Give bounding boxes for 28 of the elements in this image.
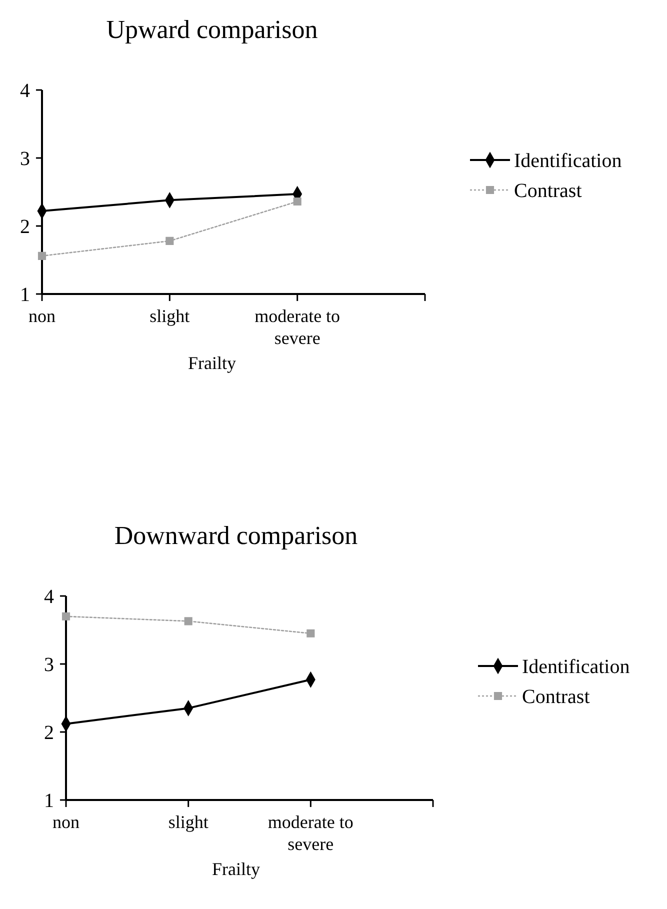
point (293, 197, 302, 206)
y-tick-label: 1 (20, 284, 30, 306)
x-axis-title: Frailty (188, 353, 236, 373)
y-tick-label: 2 (44, 722, 54, 744)
legend-label: Identification (522, 656, 630, 678)
x-tick-label: non (28, 306, 56, 326)
y-tick-label: 4 (44, 586, 54, 608)
y-tick-label: 3 (44, 654, 54, 676)
legend-label: Contrast (514, 180, 582, 202)
x-tick-label: moderate to severe (254, 306, 340, 348)
y-tick-label: 3 (20, 148, 30, 170)
point (38, 252, 46, 260)
y-tick-label: 2 (20, 216, 30, 238)
x-tick-label: moderate to severe (268, 812, 354, 854)
chart-title: Upward comparison (106, 15, 318, 44)
point (306, 629, 315, 638)
y-tick-label: 1 (44, 790, 54, 812)
point (184, 617, 192, 626)
x-tick-label: slight (168, 812, 208, 832)
point (166, 236, 174, 245)
legend-label: Contrast (522, 686, 590, 708)
x-axis-title: Frailty (212, 859, 260, 879)
point (62, 612, 70, 620)
chart-title: Downward comparison (114, 521, 358, 550)
y-tick-label: 4 (20, 80, 30, 102)
x-tick-label: slight (150, 306, 190, 326)
x-tick-label: non (52, 812, 80, 832)
legend-label: Identification (514, 150, 622, 172)
